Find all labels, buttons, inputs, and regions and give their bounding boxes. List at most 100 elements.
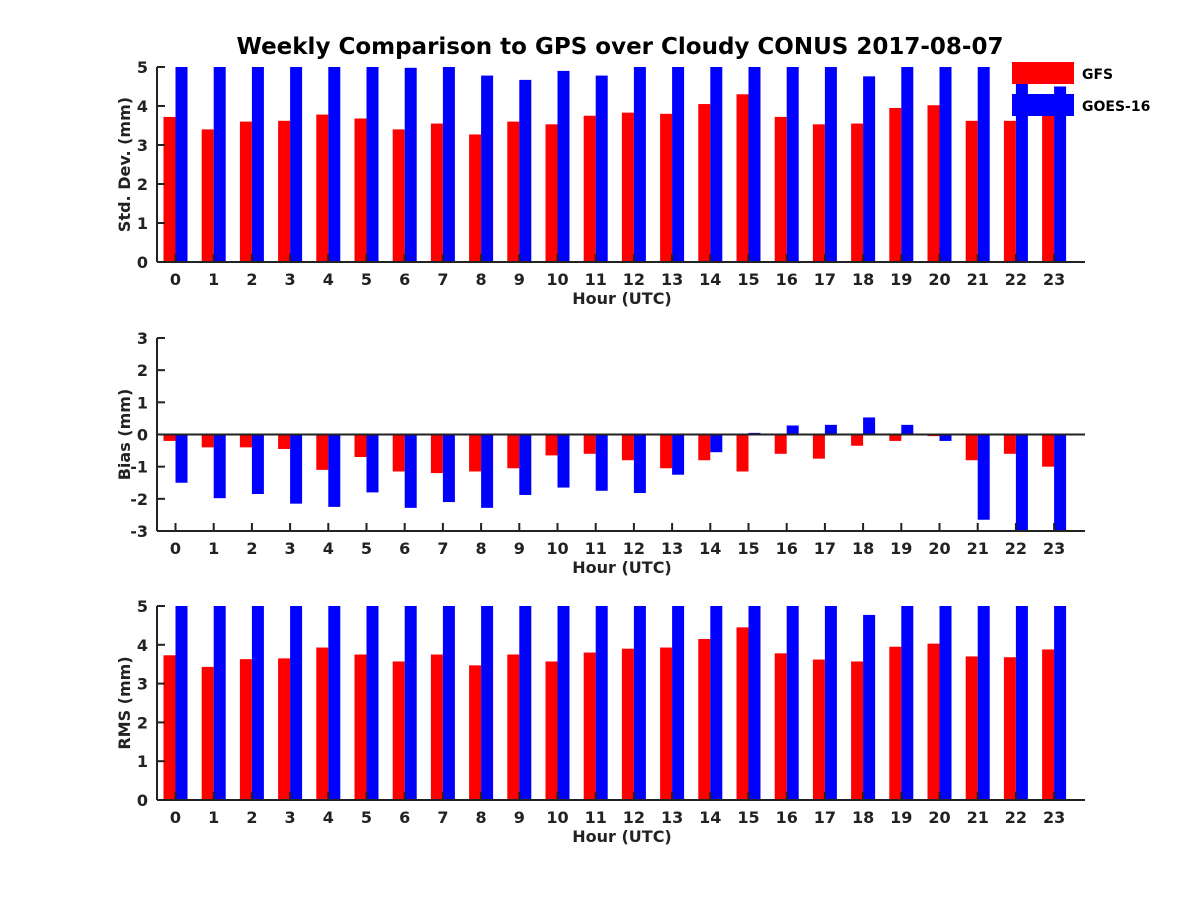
bar-bias-gfs-15 [736, 434, 749, 472]
bar-stddev-gfs-20 [927, 105, 940, 262]
y-tick-label-bias--1: -1 [130, 458, 148, 477]
bar-rms-gfs-13 [660, 647, 673, 800]
bar-bias-gfs-10 [545, 434, 558, 456]
bar-stddev-goes-16-12 [633, 67, 646, 262]
bar-rms-goes-16-20 [939, 606, 952, 800]
bar-rms-goes-16-18 [863, 614, 876, 800]
bar-bias-gfs-1 [201, 434, 214, 448]
y-axis-label-bias: Bias (mm) [115, 389, 134, 481]
bar-stddev-gfs-1 [201, 129, 214, 262]
bar-rms-goes-16-7 [442, 606, 455, 800]
bar-bias-goes-16-21 [977, 434, 990, 520]
bar-rms-gfs-20 [927, 643, 940, 800]
x-tick-label-rms-12: 12 [623, 808, 645, 827]
bar-bias-gfs-9 [507, 434, 520, 469]
bar-bias-goes-16-12 [633, 434, 646, 494]
bar-rms-gfs-5 [354, 654, 367, 800]
x-tick-label-bias-8: 8 [476, 539, 487, 558]
y-tick-label-bias-2: 2 [137, 361, 148, 380]
x-tick-label-rms-3: 3 [285, 808, 296, 827]
bar-stddev-goes-16-9 [519, 79, 532, 263]
bar-bias-gfs-5 [354, 434, 367, 458]
bar-bias-gfs-12 [621, 434, 634, 461]
x-tick-label-bias-3: 3 [285, 539, 296, 558]
x-tick-label-bias-21: 21 [967, 539, 989, 558]
bar-stddev-goes-16-6 [404, 67, 417, 262]
bar-rms-gfs-4 [316, 647, 329, 800]
x-tick-label-stddev-18: 18 [852, 270, 874, 289]
x-tick-label-bias-1: 1 [208, 539, 219, 558]
bar-rms-goes-16-5 [366, 606, 379, 800]
bar-rms-gfs-21 [965, 656, 978, 800]
bar-bias-goes-16-11 [595, 434, 608, 491]
x-tick-label-stddev-8: 8 [476, 270, 487, 289]
bar-stddev-goes-16-19 [901, 67, 914, 262]
y-tick-label-bias--3: -3 [130, 522, 148, 541]
x-tick-label-stddev-4: 4 [323, 270, 334, 289]
y-tick-label-rms-2: 2 [137, 713, 148, 732]
bar-stddev-goes-16-5 [366, 67, 379, 262]
bar-rms-gfs-22 [1003, 657, 1016, 800]
bar-stddev-goes-16-15 [748, 67, 761, 262]
x-tick-label-bias-14: 14 [699, 539, 721, 558]
x-tick-label-bias-19: 19 [890, 539, 912, 558]
bar-bias-goes-16-1 [213, 434, 226, 499]
x-tick-label-stddev-23: 23 [1043, 270, 1065, 289]
x-tick-label-stddev-22: 22 [1005, 270, 1027, 289]
bar-bias-goes-16-7 [442, 434, 455, 503]
bar-stddev-gfs-4 [316, 114, 329, 262]
x-tick-label-rms-0: 0 [170, 808, 181, 827]
bar-stddev-gfs-13 [660, 113, 673, 262]
x-tick-label-rms-16: 16 [776, 808, 798, 827]
bar-bias-gfs-21 [965, 434, 978, 461]
x-tick-label-bias-11: 11 [585, 539, 607, 558]
bar-bias-goes-16-8 [481, 434, 494, 508]
bar-bias-goes-16-4 [328, 434, 341, 507]
bar-bias-goes-16-19 [901, 424, 914, 435]
x-tick-label-bias-23: 23 [1043, 539, 1065, 558]
bar-stddev-goes-16-8 [481, 75, 494, 262]
bar-bias-goes-16-0 [175, 434, 188, 483]
x-tick-label-stddev-14: 14 [699, 270, 721, 289]
x-tick-label-stddev-13: 13 [661, 270, 683, 289]
x-tick-label-stddev-19: 19 [890, 270, 912, 289]
x-tick-label-stddev-6: 6 [399, 270, 410, 289]
bar-rms-gfs-2 [239, 659, 252, 800]
bar-rms-goes-16-1 [213, 606, 226, 800]
bar-rms-goes-16-3 [290, 606, 303, 800]
x-tick-label-rms-8: 8 [476, 808, 487, 827]
x-tick-label-bias-9: 9 [514, 539, 525, 558]
bar-rms-goes-16-4 [328, 606, 341, 800]
bar-stddev-goes-16-10 [557, 70, 570, 263]
x-tick-label-bias-18: 18 [852, 539, 874, 558]
bar-rms-goes-16-22 [1015, 606, 1028, 800]
y-tick-label-bias--2: -2 [130, 490, 148, 509]
bar-rms-gfs-6 [392, 661, 405, 800]
y-tick-label-rms-0: 0 [137, 791, 148, 810]
x-tick-label-rms-19: 19 [890, 808, 912, 827]
bar-bias-goes-16-16 [786, 425, 799, 435]
y-axis-label-stddev: Std. Dev. (mm) [115, 97, 134, 232]
bar-rms-goes-16-17 [824, 606, 837, 800]
bar-stddev-goes-16-14 [710, 67, 723, 262]
bar-bias-goes-16-10 [557, 434, 570, 488]
bar-rms-gfs-0 [163, 655, 176, 800]
bar-stddev-gfs-8 [469, 134, 482, 262]
x-tick-label-bias-6: 6 [399, 539, 410, 558]
x-tick-label-rms-7: 7 [437, 808, 448, 827]
bar-rms-gfs-23 [1042, 649, 1055, 800]
bar-bias-goes-16-5 [366, 434, 379, 493]
bar-rms-goes-16-11 [595, 606, 608, 800]
legend-swatch-goes-16 [1012, 94, 1074, 116]
bar-stddev-gfs-0 [163, 116, 176, 262]
x-tick-label-bias-4: 4 [323, 539, 334, 558]
bar-bias-gfs-4 [316, 434, 329, 470]
bar-bias-gfs-17 [812, 434, 825, 459]
bar-stddev-gfs-23 [1042, 115, 1055, 262]
x-tick-label-bias-13: 13 [661, 539, 683, 558]
bar-stddev-gfs-7 [430, 123, 443, 262]
x-tick-label-rms-11: 11 [585, 808, 607, 827]
y-tick-label-rms-3: 3 [137, 675, 148, 694]
bar-bias-gfs-16 [774, 434, 787, 454]
x-tick-label-rms-20: 20 [928, 808, 950, 827]
